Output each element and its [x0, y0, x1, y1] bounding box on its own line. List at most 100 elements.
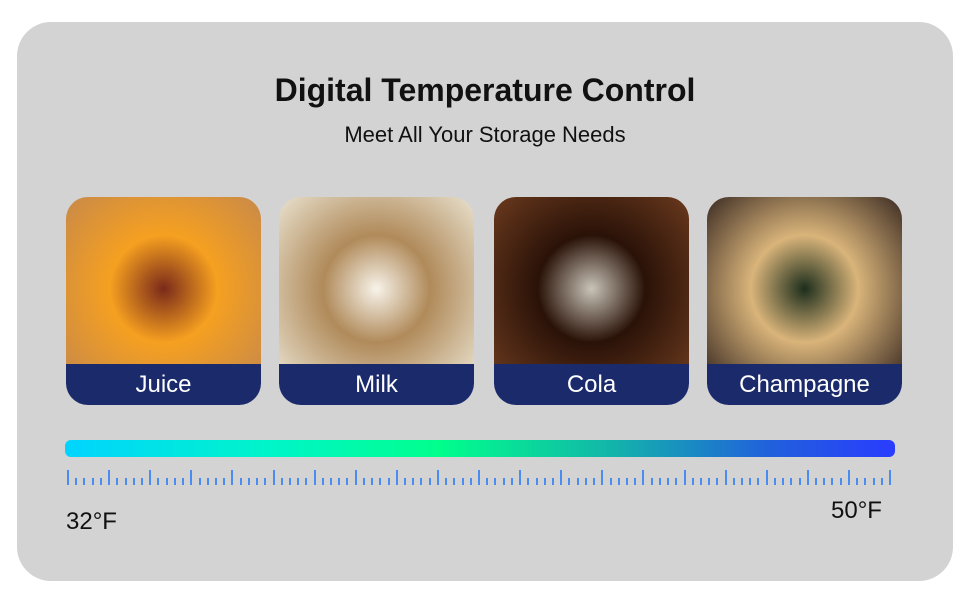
minor-tick: [362, 478, 365, 485]
major-tick: [108, 470, 111, 485]
major-tick: [190, 470, 193, 485]
minor-tick: [91, 478, 94, 485]
minor-tick: [206, 478, 209, 485]
minor-tick: [617, 478, 620, 485]
minor-tick: [576, 478, 579, 485]
minor-tick: [99, 478, 102, 485]
minor-tick: [584, 478, 587, 485]
minor-tick: [773, 478, 776, 485]
minor-tick: [371, 478, 374, 485]
card-label: Milk: [279, 364, 474, 405]
champagne-image: [707, 197, 902, 364]
major-tick: [436, 470, 439, 485]
minor-tick: [551, 478, 554, 485]
minor-tick: [741, 478, 744, 485]
minor-tick: [634, 478, 637, 485]
minor-tick: [379, 478, 382, 485]
minor-tick: [856, 478, 859, 485]
minor-tick: [732, 478, 735, 485]
minor-tick: [486, 478, 489, 485]
minor-tick: [568, 478, 571, 485]
minor-tick: [420, 478, 423, 485]
minor-tick: [880, 478, 883, 485]
major-tick: [642, 470, 645, 485]
minor-tick: [445, 478, 448, 485]
major-tick: [847, 470, 850, 485]
milk-image: [279, 197, 474, 364]
major-tick: [231, 470, 234, 485]
minor-tick: [288, 478, 291, 485]
minor-tick: [330, 478, 333, 485]
minor-tick: [502, 478, 505, 485]
minor-tick: [83, 478, 86, 485]
minor-tick: [264, 478, 267, 485]
major-tick: [313, 470, 316, 485]
minor-tick: [182, 478, 185, 485]
minor-tick: [321, 478, 324, 485]
minor-tick: [469, 478, 472, 485]
minor-tick: [387, 478, 390, 485]
minor-tick: [609, 478, 612, 485]
juice-image: [66, 197, 261, 364]
minor-tick: [173, 478, 176, 485]
minor-tick: [658, 478, 661, 485]
card-cola: Cola: [494, 197, 689, 405]
minor-tick: [165, 478, 168, 485]
minor-tick: [132, 478, 135, 485]
minor-tick: [757, 478, 760, 485]
minor-tick: [338, 478, 341, 485]
minor-tick: [412, 478, 415, 485]
major-tick: [560, 470, 563, 485]
major-tick: [354, 470, 357, 485]
major-tick: [601, 470, 604, 485]
minor-tick: [305, 478, 308, 485]
minor-tick: [247, 478, 250, 485]
card-label: Cola: [494, 364, 689, 405]
card-milk: Milk: [279, 197, 474, 405]
minor-tick: [124, 478, 127, 485]
card-juice: Juice: [66, 197, 261, 405]
minor-tick: [823, 478, 826, 485]
minor-tick: [593, 478, 596, 485]
minor-tick: [404, 478, 407, 485]
minor-tick: [527, 478, 530, 485]
minor-tick: [708, 478, 711, 485]
minor-tick: [782, 478, 785, 485]
minor-tick: [510, 478, 513, 485]
major-tick: [67, 470, 69, 485]
card-label: Champagne: [707, 364, 902, 405]
major-tick: [395, 470, 398, 485]
minor-tick: [864, 478, 867, 485]
major-tick: [272, 470, 275, 485]
card-champagne: Champagne: [707, 197, 902, 405]
major-tick: [149, 470, 152, 485]
major-tick: [724, 470, 727, 485]
minor-tick: [428, 478, 431, 485]
major-tick: [806, 470, 809, 485]
minor-tick: [198, 478, 201, 485]
minor-tick: [75, 478, 78, 485]
major-tick: [889, 470, 891, 485]
minor-tick: [691, 478, 694, 485]
minor-tick: [140, 478, 143, 485]
minor-tick: [543, 478, 546, 485]
minor-tick: [675, 478, 678, 485]
min-temperature-label: 32°F: [66, 508, 117, 535]
temperature-gradient-bar: [65, 440, 895, 457]
minor-tick: [461, 478, 464, 485]
minor-tick: [256, 478, 259, 485]
max-temperature-label: 50°F: [831, 497, 882, 524]
minor-tick: [535, 478, 538, 485]
minor-tick: [280, 478, 283, 485]
minor-tick: [625, 478, 628, 485]
page-subtitle: Meet All Your Storage Needs: [344, 122, 626, 147]
minor-tick: [798, 478, 801, 485]
major-tick: [519, 470, 522, 485]
page-title: Digital Temperature Control: [274, 72, 696, 108]
minor-tick: [214, 478, 217, 485]
minor-tick: [116, 478, 119, 485]
minor-tick: [297, 478, 300, 485]
minor-tick: [749, 478, 752, 485]
major-tick: [765, 470, 768, 485]
minor-tick: [815, 478, 818, 485]
